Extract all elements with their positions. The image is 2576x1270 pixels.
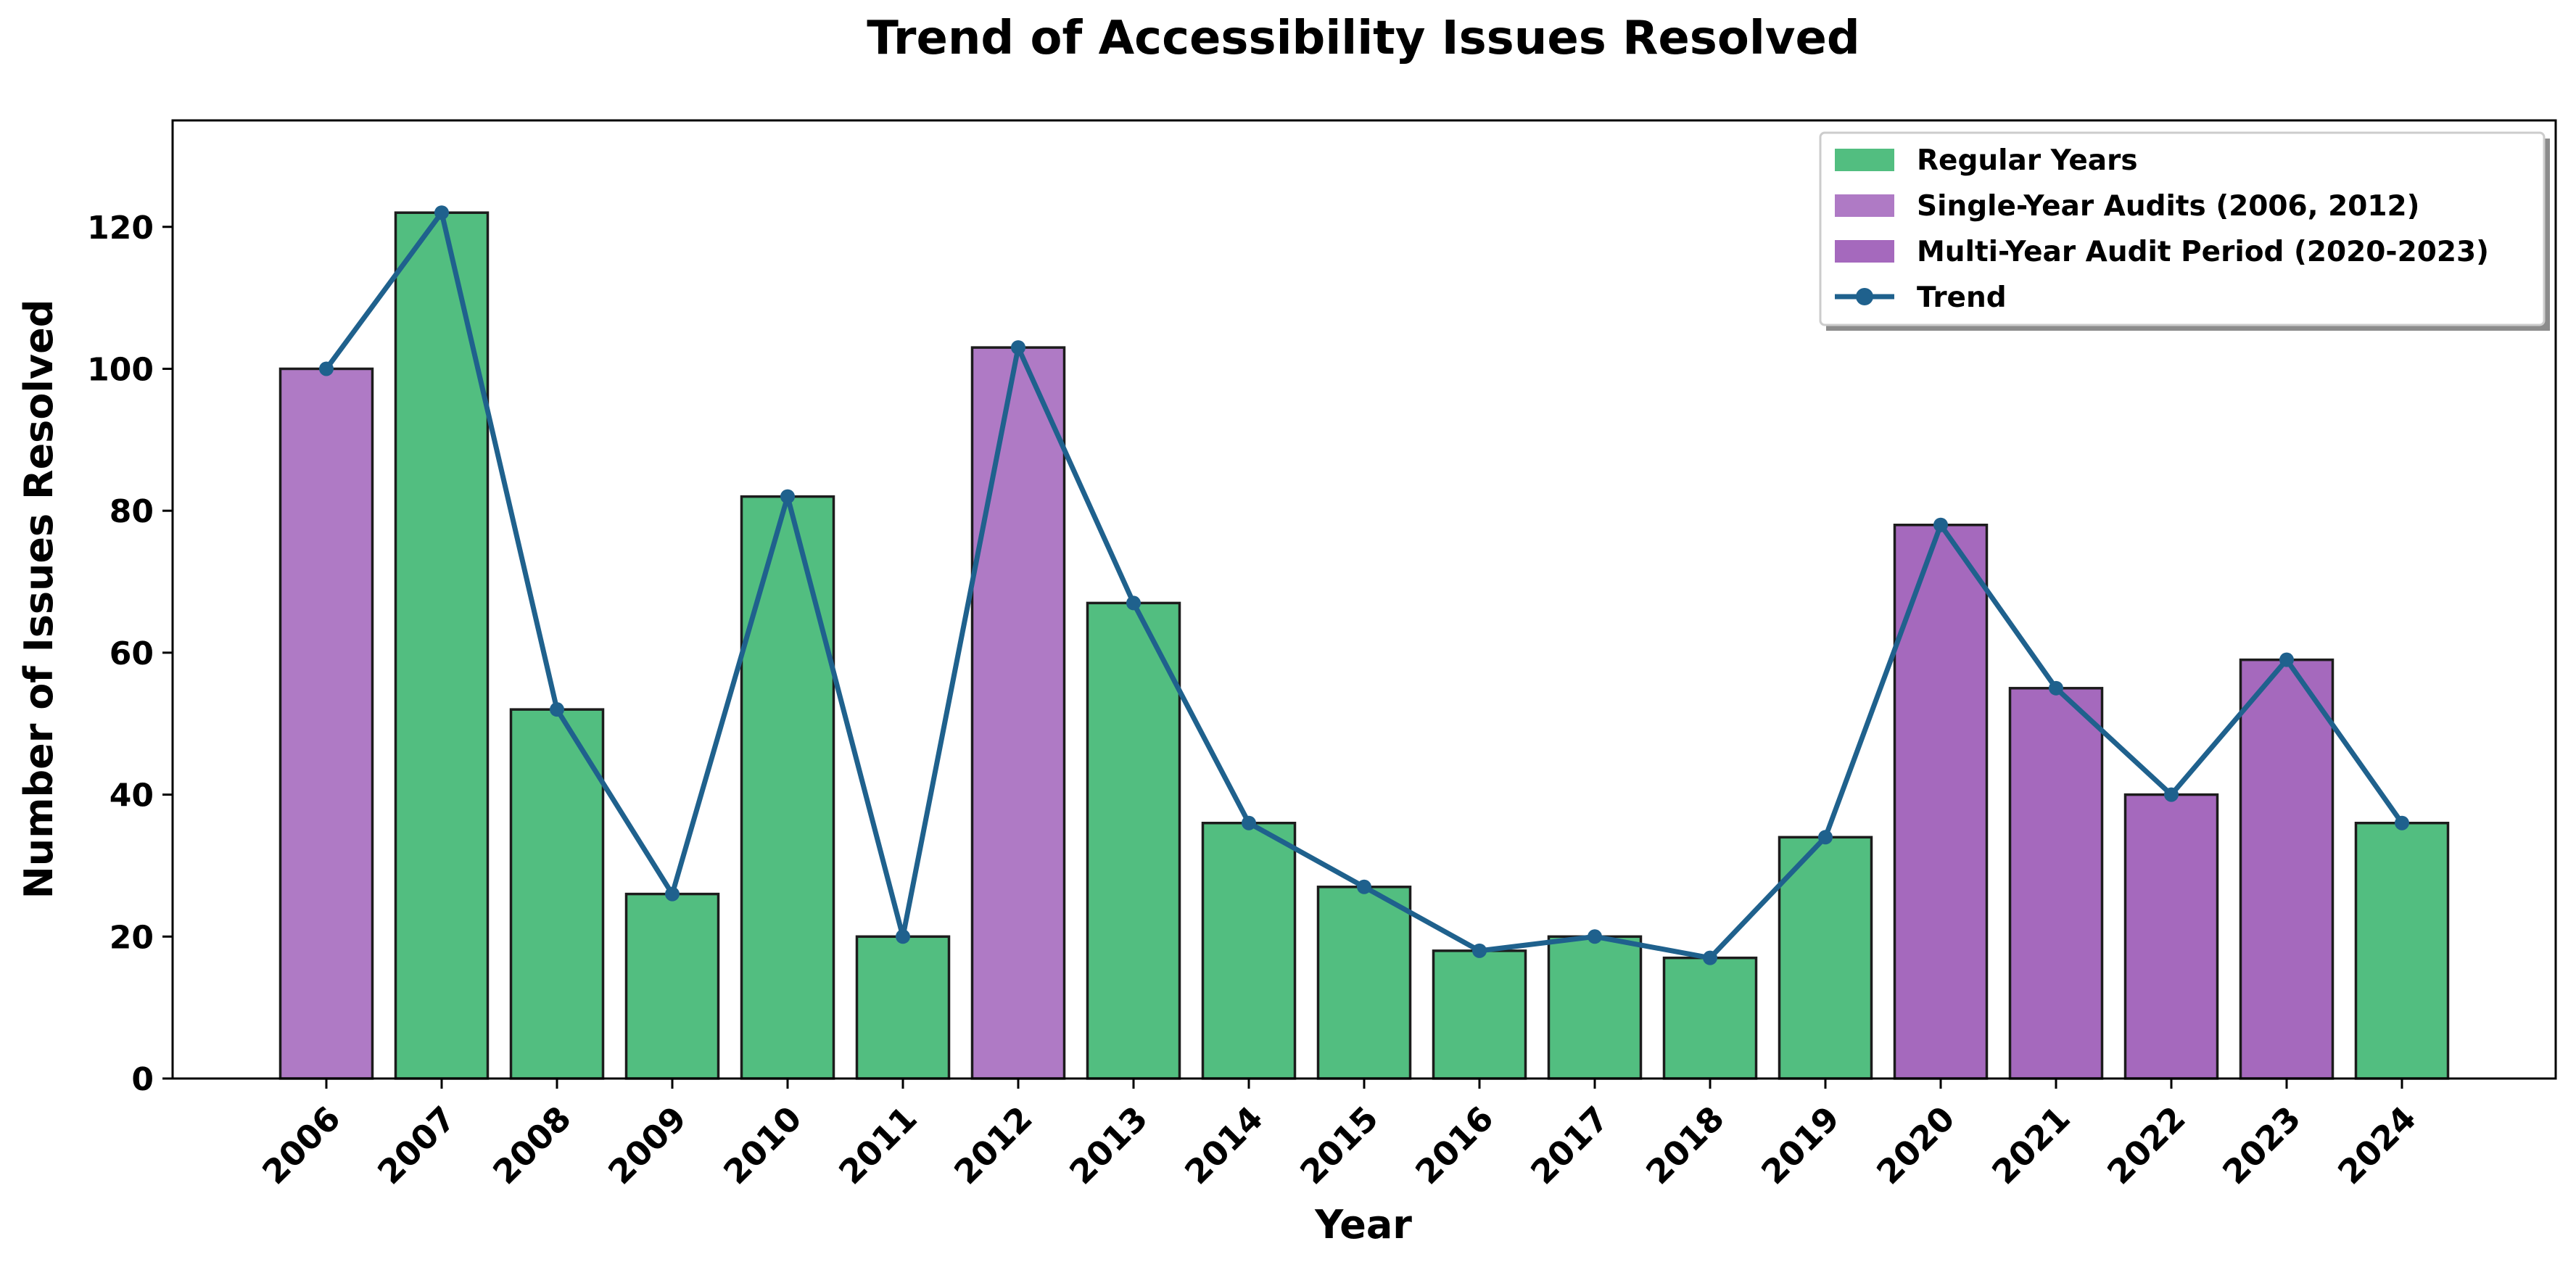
legend-label-multi: Multi-Year Audit Period (2020-2023)	[1917, 236, 2489, 268]
bar-2022	[2123, 793, 2219, 1080]
legend-label-trend: Trend	[1917, 281, 2007, 314]
trend-point-2024	[2395, 815, 2409, 830]
legend: Regular Years Single-Year Audits (2006, 2…	[1819, 131, 2550, 331]
legend-swatch-single	[1835, 194, 1894, 217]
trend-point-2018	[1703, 950, 1717, 965]
bar-2013	[1086, 601, 1181, 1080]
bar-2024	[2354, 821, 2450, 1080]
x-axis-label: Year	[1314, 1202, 1412, 1248]
trend-point-2013	[1126, 595, 1141, 611]
trend-point-2020	[1933, 517, 1948, 532]
bar-2006	[278, 367, 374, 1080]
bar-2021	[2008, 687, 2104, 1080]
y-tick-label: 40	[110, 778, 154, 815]
bar-2010	[740, 495, 835, 1080]
y-tick-label: 60	[110, 635, 154, 672]
bar-2014	[1201, 821, 1297, 1080]
legend-swatch-multi	[1835, 240, 1894, 263]
bar-2017	[1547, 935, 1643, 1080]
bar-2009	[624, 892, 720, 1080]
trend-point-2022	[2164, 787, 2179, 802]
trend-point-2015	[1357, 879, 1371, 894]
y-tick-label: 0	[131, 1061, 154, 1098]
y-tick-label: 80	[110, 493, 154, 530]
trend-point-2021	[2049, 680, 2063, 696]
bar-2018	[1662, 956, 1758, 1080]
trend-point-2019	[1818, 830, 1833, 845]
y-tick-label: 120	[87, 210, 154, 247]
plot-frame	[171, 119, 2557, 1080]
bar-2008	[509, 708, 605, 1080]
trend-point-2023	[2279, 652, 2294, 667]
trend-point-2017	[1588, 929, 1602, 944]
legend-box	[1819, 131, 2546, 326]
trend-point-2009	[665, 886, 680, 902]
trend-point-2016	[1472, 943, 1487, 958]
bar-2016	[1432, 949, 1527, 1080]
trend-point-2008	[550, 702, 564, 717]
y-axis-label: Number of Issues Resolved	[16, 300, 62, 899]
legend-label-single: Single-Year Audits (2006, 2012)	[1917, 190, 2419, 223]
trend-point-2014	[1242, 815, 1256, 830]
bar-2012	[970, 346, 1066, 1080]
legend-label-regular: Regular Years	[1917, 144, 2138, 177]
bar-2023	[2239, 658, 2334, 1080]
bar-2015	[1316, 886, 1412, 1080]
bar-2011	[855, 935, 951, 1080]
bar-2007	[394, 211, 490, 1080]
trend-point-2010	[780, 489, 795, 504]
trend-point-2012	[1011, 340, 1025, 355]
chart-title: Trend of Accessibility Issues Resolved	[867, 12, 1859, 65]
trend-point-2007	[434, 205, 449, 220]
legend-swatch-regular	[1835, 149, 1894, 171]
y-tick-label: 100	[87, 351, 154, 388]
trend-point-2006	[319, 361, 334, 376]
y-tick-label: 20	[110, 919, 154, 956]
bar-2020	[1893, 524, 1989, 1080]
legend-marker-trend	[1856, 288, 1873, 305]
bar-2019	[1778, 836, 1873, 1080]
trend-point-2011	[896, 929, 910, 944]
